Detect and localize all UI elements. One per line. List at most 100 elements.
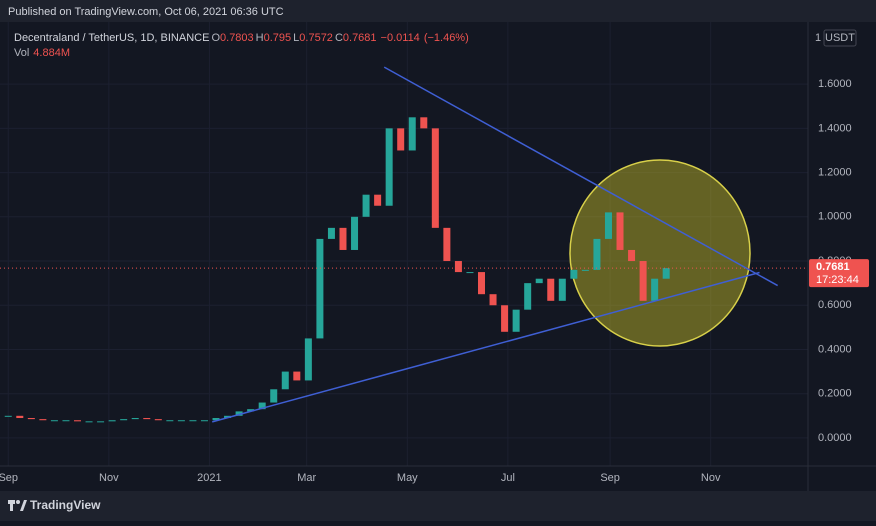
candle: [4, 415, 12, 417]
candle: [651, 278, 659, 301]
candle: [74, 420, 82, 422]
scale-mode: 1: [815, 32, 821, 44]
candle: [408, 117, 416, 151]
candle: [304, 338, 312, 381]
candle: [443, 227, 451, 262]
candle: [489, 294, 497, 306]
symbol: Decentraland / TetherUS, 1D, BINANCE: [14, 32, 209, 44]
candle: [593, 238, 601, 270]
candle: [547, 278, 555, 301]
x-tick-label: Mar: [297, 472, 316, 484]
candle: [235, 411, 243, 416]
candle: [535, 278, 543, 284]
candle: [120, 419, 128, 421]
candle: [524, 283, 532, 310]
candle: [247, 409, 255, 412]
y-tick-label: 0.6000: [818, 299, 852, 311]
candle: [339, 227, 347, 250]
candle: [143, 418, 151, 420]
ohlc-value: 0.7572: [299, 32, 333, 44]
candle: [397, 128, 405, 151]
candle: [374, 194, 382, 206]
x-tick-label: Jul: [501, 472, 515, 484]
candle: [454, 261, 462, 273]
candle: [628, 249, 636, 262]
candle: [200, 420, 208, 422]
candle: [420, 117, 428, 129]
candle: [639, 261, 647, 301]
change-pct: (−1.46%): [424, 32, 469, 44]
y-tick-label: 0.4000: [818, 343, 852, 355]
trendline: [383, 66, 779, 287]
candle: [50, 420, 58, 422]
candle: [570, 269, 578, 279]
candle: [385, 128, 393, 206]
candle: [131, 418, 139, 420]
candle: [189, 420, 197, 422]
volume-value: 4.884M: [33, 47, 70, 59]
ohlc-name: O: [211, 32, 220, 44]
published-note: Published on TradingView.com, Oct 06, 20…: [8, 6, 284, 18]
ohlc-value: 0.795: [264, 32, 292, 44]
candle: [39, 419, 47, 421]
legend: Decentraland / TetherUS, 1D, BINANCE O 0.7…: [14, 32, 469, 59]
candle: [662, 268, 670, 279]
candle: [351, 216, 359, 250]
candle: [97, 421, 105, 423]
volume-name: Vol: [14, 47, 29, 59]
trendline: [212, 271, 760, 423]
candle: [512, 309, 520, 332]
price-tag: [809, 259, 869, 288]
ohlc-name: L: [293, 32, 299, 44]
candle: [177, 420, 185, 422]
x-tick-label: Sep: [0, 472, 18, 484]
candle: [501, 305, 509, 332]
y-tick-label: 1.0000: [818, 211, 852, 223]
candle: [85, 421, 93, 423]
candle: [327, 227, 335, 239]
candle: [558, 278, 566, 301]
x-tick-label: Nov: [701, 472, 721, 484]
candle: [166, 420, 174, 422]
candle: [224, 415, 232, 419]
top-bar: [0, 0, 876, 22]
x-tick-label: Nov: [99, 472, 119, 484]
logo: [8, 500, 27, 511]
brand: TradingView: [30, 498, 101, 512]
currency-box: [823, 29, 857, 47]
candle: [478, 272, 486, 295]
candle: [270, 389, 278, 403]
candle: [616, 212, 624, 250]
last-price-label: 0.7681: [816, 261, 850, 273]
ohlc-name: C: [335, 32, 343, 44]
ohlc-value: 0.7803: [220, 32, 254, 44]
y-tick-label: 1.2000: [818, 166, 852, 178]
y-tick-label: 1.6000: [818, 78, 852, 90]
candle: [212, 418, 220, 421]
candle: [604, 212, 612, 239]
candle: [281, 371, 289, 390]
candle: [108, 420, 116, 422]
candle: [431, 128, 439, 228]
candle: [581, 269, 589, 271]
candle: [316, 238, 324, 339]
currency: USDT: [825, 32, 855, 44]
candle: [27, 418, 35, 420]
y-tick-label: 1.4000: [818, 122, 852, 134]
bottom-bar: [0, 491, 876, 521]
highlight-ellipse: [569, 159, 751, 347]
candle: [154, 419, 162, 421]
candle: [258, 402, 266, 410]
candle: [362, 194, 370, 217]
change: −0.0114: [381, 32, 420, 44]
y-tick-label: 0.0000: [818, 432, 852, 444]
countdown: 17:23:44: [816, 274, 859, 286]
y-tick-label: 0.2000: [818, 388, 852, 400]
candle: [293, 371, 301, 381]
ohlc-value: 0.7681: [343, 32, 377, 44]
x-tick-label: May: [397, 472, 418, 484]
candle: [16, 415, 24, 419]
